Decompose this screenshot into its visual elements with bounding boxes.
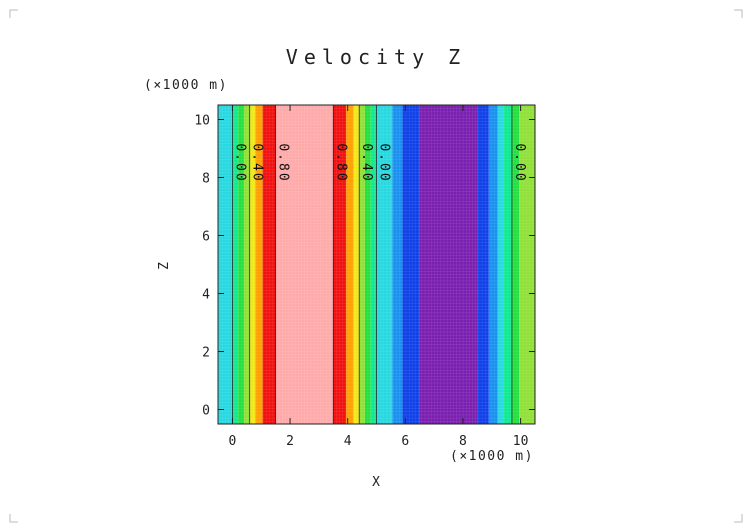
contour-label-5: 0.00 bbox=[377, 143, 392, 182]
y-tick-label-1: 2 bbox=[202, 346, 210, 361]
x-tick-label-2: 4 bbox=[344, 434, 352, 449]
y-tick-label-2: 4 bbox=[202, 288, 210, 303]
plot-frame bbox=[217, 104, 536, 425]
y-tick-label-5: 10 bbox=[194, 114, 210, 129]
contour-label-2: 0.80 bbox=[276, 143, 291, 182]
y-tick-label-3: 6 bbox=[202, 230, 210, 245]
y-tick-label-0: 0 bbox=[202, 404, 210, 419]
corner-marks bbox=[9, 9, 743, 523]
contour-label-0: 0.00 bbox=[232, 143, 247, 182]
x-axis-label: X bbox=[372, 475, 380, 490]
y-axis-label: Z bbox=[157, 262, 172, 270]
x-tick-label-5: 10 bbox=[513, 434, 529, 449]
chart-title: Velocity Z bbox=[286, 45, 466, 69]
x-tick-label-4: 8 bbox=[459, 434, 467, 449]
x-tick-label-1: 2 bbox=[286, 434, 294, 449]
y-tick-label-4: 8 bbox=[202, 172, 210, 187]
plot-area: 0.00 0.40 0.80 0.80 0.40 0.00 0.000 2 4 6 8 1002468… bbox=[194, 104, 536, 449]
x-tick-label-3: 6 bbox=[401, 434, 409, 449]
x-tick-label-0: 0 bbox=[228, 434, 236, 449]
contour-label-6: 0.00 bbox=[512, 143, 527, 182]
contour-label-1: 0.40 bbox=[250, 143, 265, 182]
y-unit-label: (×1000 m) bbox=[144, 78, 228, 93]
contour-label-3: 0.80 bbox=[333, 143, 348, 182]
x-unit-label: (×1000 m) bbox=[450, 449, 534, 464]
contour-label-4: 0.40 bbox=[359, 143, 374, 182]
